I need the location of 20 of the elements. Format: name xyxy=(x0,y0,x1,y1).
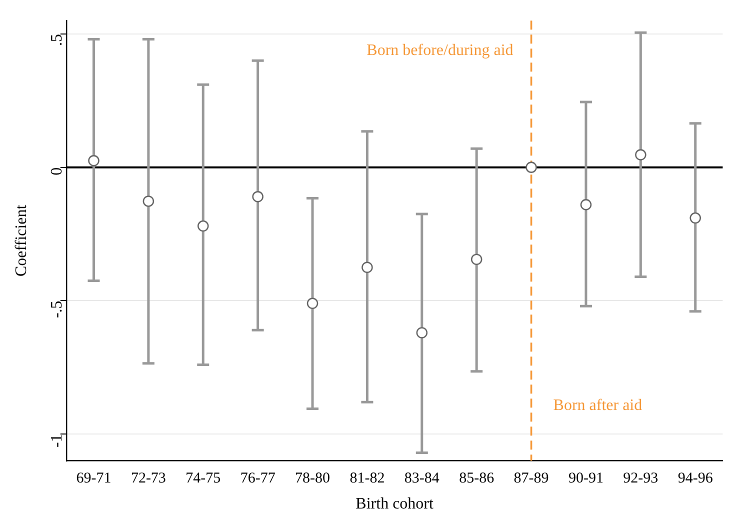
x-tick-label: 81-82 xyxy=(350,470,385,487)
x-tick-label: 87-89 xyxy=(514,470,549,487)
x-tick-label: 69-71 xyxy=(76,470,112,487)
y-tick-label: -.5 xyxy=(48,300,66,318)
y-tick-label: .5 xyxy=(48,34,66,46)
y-axis-title: Coefficient xyxy=(12,204,30,277)
x-tick-label: 92-93 xyxy=(623,470,658,487)
x-tick-label: 72-73 xyxy=(130,470,166,487)
x-tick-label: 83-84 xyxy=(404,470,440,487)
x-axis-title: Birth cohort xyxy=(356,496,434,513)
annotation: Born after aid xyxy=(553,397,642,414)
x-tick-label: 76-77 xyxy=(240,470,276,487)
annotation: Born before/during aid xyxy=(366,42,514,59)
x-tick-label: 74-75 xyxy=(186,470,221,487)
y-tick-label: -1 xyxy=(48,434,66,448)
y-tick-label: 0 xyxy=(48,167,66,176)
x-tick-label: 78-80 xyxy=(295,470,330,487)
x-tick-label: 90-91 xyxy=(568,470,604,487)
x-tick-label: 94-96 xyxy=(678,470,714,487)
x-tick-label: 85-86 xyxy=(459,470,495,487)
